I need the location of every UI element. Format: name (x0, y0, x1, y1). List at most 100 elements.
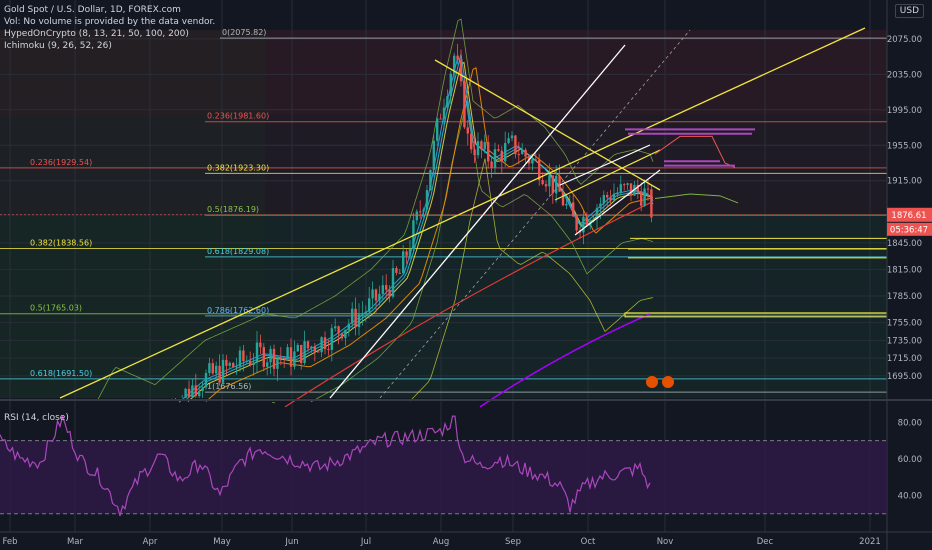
candle-body (507, 138, 510, 144)
candle-body (191, 385, 194, 398)
candle-body (255, 342, 259, 363)
candle-body (544, 184, 548, 187)
candle-body (272, 348, 276, 369)
candle-body (184, 388, 187, 398)
candle-body (534, 159, 537, 161)
trendline-yellow-2 (554, 149, 661, 201)
candle-body (456, 55, 459, 60)
price-tick-label: 1715.00 (887, 354, 922, 364)
candle-body (548, 175, 551, 187)
candle-body (510, 135, 514, 139)
candle-body (650, 189, 653, 218)
candle-body (357, 314, 361, 328)
trendline-white-2 (574, 169, 661, 236)
candle-body (565, 203, 568, 206)
candle-body (453, 55, 456, 74)
currency-badge[interactable]: USD (894, 4, 924, 18)
candle-body (640, 192, 643, 206)
candle-body (371, 289, 374, 299)
indicator-legend[interactable]: HypedOnCrypto (8, 13, 21, 50, 100, 200) (4, 29, 189, 39)
candle-body (415, 211, 418, 221)
cloud-projection-upper (654, 135, 736, 168)
candle-body (449, 73, 452, 97)
candle-body (623, 184, 626, 186)
candle-body (293, 351, 296, 367)
candle-body (354, 308, 357, 328)
candle-body (425, 190, 429, 210)
time-tick-label: Jun (284, 537, 298, 547)
time-tick-label: Oct (581, 537, 596, 547)
candle-body (463, 81, 466, 128)
countdown-label: 05:36:47 (890, 225, 928, 235)
candle-body (262, 347, 265, 367)
candle-body (232, 362, 235, 367)
candle-body (629, 183, 633, 196)
ichimoku-legend[interactable]: Ichimoku (9, 26, 52, 26) (4, 41, 112, 51)
candle-body (252, 362, 255, 366)
candle-body (466, 127, 469, 134)
candle-body (337, 326, 340, 334)
candle-body (636, 184, 639, 193)
candle-body (398, 272, 401, 274)
candle-body (296, 344, 299, 352)
candle-body (187, 388, 191, 398)
rsi-legend[interactable]: RSI (14, close) (4, 413, 69, 423)
candle-body (521, 149, 524, 155)
candle-body (276, 357, 279, 369)
fib-zone-green (0, 215, 887, 398)
candle-body (541, 180, 544, 185)
candle-body (439, 118, 442, 120)
last-price-label: 1876.61 (891, 211, 926, 221)
fib-zone-left (0, 30, 265, 398)
time-tick-label: Dec (757, 537, 774, 547)
candle-body (561, 191, 565, 206)
candle-body (215, 365, 218, 374)
fib-label: 0(2075.82) (222, 28, 266, 37)
price-tick-label: 1955.00 (887, 141, 922, 151)
cloud-projection-lower (654, 193, 739, 204)
fib-zone-red (0, 30, 887, 115)
candle-body (514, 135, 517, 155)
ma-200-line (284, 202, 651, 408)
candle-body (619, 184, 622, 193)
candle-body (310, 346, 313, 349)
candle-body (595, 207, 599, 219)
candle-body (327, 349, 330, 351)
fib-label: 0.618(1691.50) (30, 369, 92, 378)
price-tick-label: 1815.00 (887, 265, 922, 275)
candle-body (385, 285, 388, 290)
countdown-tag (887, 222, 932, 236)
fib-label: 0.618(1829.08) (207, 247, 269, 256)
candle-body (405, 251, 408, 256)
symbol-title[interactable]: Gold Spot / U.S. Dollar, 1D, FOREX.com (4, 5, 181, 15)
rsi-band-fill (0, 440, 887, 514)
candle-body (408, 249, 412, 256)
candle-body (266, 362, 269, 367)
candle-body (238, 350, 242, 367)
ichimoku-upper-line (97, 18, 654, 400)
trendline-yellow-long (59, 27, 866, 399)
trendline-white-3 (559, 144, 651, 186)
candle-body (483, 142, 486, 150)
candle-body (289, 347, 293, 367)
candle-body (524, 149, 527, 157)
candle-body (235, 366, 238, 368)
price-tick-label: 1785.00 (887, 292, 922, 302)
price-tick-label: 1845.00 (887, 239, 922, 249)
fib-label: 1(1676.56) (207, 382, 251, 391)
candle-body (497, 149, 500, 151)
rsi-line (0, 414, 651, 517)
volume-note: Vol: No volume is provided by the data v… (4, 17, 216, 27)
fib-label: 0.236(1981.60) (207, 112, 269, 121)
candle-body (347, 323, 350, 330)
rsi-tick-label: 40.00 (898, 491, 922, 501)
candle-body (616, 192, 619, 195)
candle-body (602, 194, 605, 204)
candle-body (568, 202, 571, 204)
candle-body (609, 197, 612, 201)
candle-body (364, 311, 367, 314)
candle-body (361, 313, 364, 315)
candle-body (204, 373, 208, 388)
candle-body (402, 251, 405, 274)
